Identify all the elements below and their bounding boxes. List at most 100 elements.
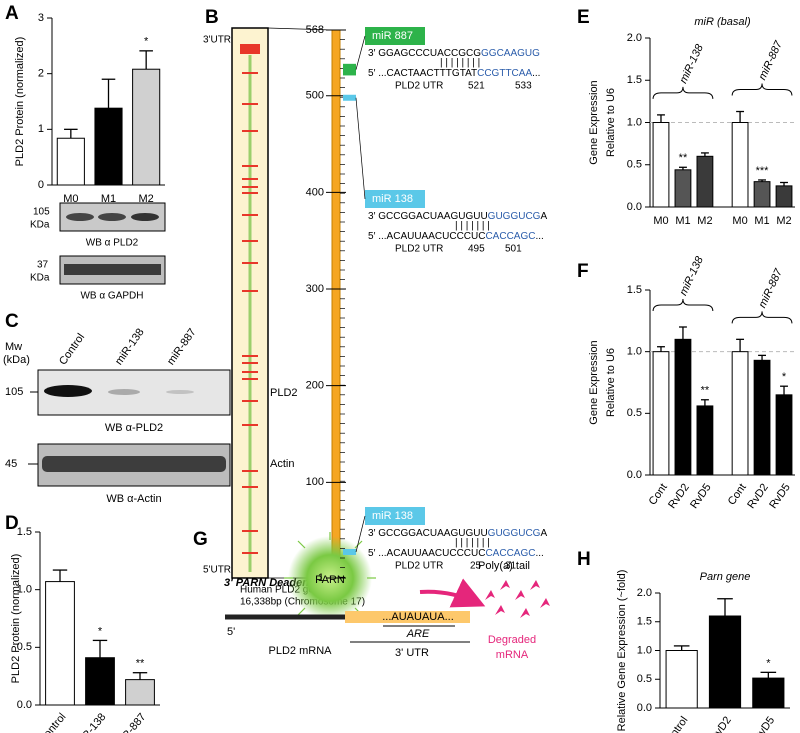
bar bbox=[674, 338, 692, 476]
band bbox=[64, 264, 161, 275]
band bbox=[131, 213, 159, 221]
axis-tick-label: 400 bbox=[306, 186, 324, 198]
y-tick-label: 0.0 bbox=[17, 699, 32, 711]
y-axis-label: Gene Expression bbox=[588, 340, 600, 424]
group-label: miR-887 bbox=[757, 38, 786, 82]
x-tick-label: miR-887 bbox=[113, 711, 149, 733]
band bbox=[66, 213, 94, 221]
degraded-fragments bbox=[485, 580, 550, 618]
bar bbox=[753, 359, 771, 476]
y-axis-label: Relative to U6 bbox=[605, 348, 617, 417]
utr-end: 31 bbox=[505, 561, 517, 572]
y-tick-label: 1 bbox=[38, 123, 44, 135]
band bbox=[44, 385, 92, 397]
bar bbox=[132, 68, 161, 186]
utr-start: 25 bbox=[470, 561, 482, 572]
arrow bbox=[419, 578, 486, 608]
mw-label: (kDa) bbox=[3, 354, 30, 366]
axis-tick-label: 100 bbox=[306, 476, 324, 488]
y-axis-label: Relative Gene Expression (~fold) bbox=[616, 570, 628, 732]
element: ARE bbox=[406, 628, 430, 640]
chart-title: Parn gene bbox=[700, 571, 751, 583]
utr-label: PLD2 UTR bbox=[395, 81, 443, 92]
group-label: miR-138 bbox=[677, 254, 706, 298]
y-tick-label: 0.0 bbox=[627, 201, 642, 213]
chart-title: miR (basal) bbox=[694, 16, 751, 28]
x-tick-label: Control bbox=[37, 711, 69, 733]
y-tick-label: 1.5 bbox=[627, 74, 642, 86]
x-tick-label: RvD2 bbox=[666, 482, 692, 511]
bar bbox=[696, 155, 714, 208]
blot-size: 37 bbox=[37, 260, 49, 271]
site: miR 138 3′ GCCGGACUAAGUGUUGUGGUCGA | | |… bbox=[365, 507, 547, 572]
panel-label: F bbox=[577, 261, 589, 282]
panel-label: D bbox=[5, 513, 19, 534]
blot-target: Actin bbox=[270, 458, 294, 470]
blot-unit: KDa bbox=[30, 273, 50, 284]
x-tick-label: RvD2 bbox=[708, 715, 734, 733]
group-brace bbox=[652, 298, 714, 312]
band bbox=[108, 389, 140, 395]
blots-a: 105 KDa WB α PLD2 37 KDa WB α GAPDH bbox=[30, 202, 166, 302]
lane-label: miR-887 bbox=[165, 326, 199, 367]
y-axis-label: Relative to U6 bbox=[605, 88, 617, 157]
zoom-line bbox=[267, 27, 333, 31]
utr-end: 533 bbox=[515, 81, 532, 92]
y-tick-label: 0.0 bbox=[627, 469, 642, 481]
lane-label: Control bbox=[57, 331, 87, 367]
site-box bbox=[365, 190, 425, 208]
site-marker bbox=[343, 63, 356, 76]
x-tick-label: M1 bbox=[101, 193, 116, 205]
mw-label: Mw bbox=[5, 341, 22, 353]
bar bbox=[56, 137, 85, 186]
degraded-label: Degraded bbox=[488, 634, 536, 646]
blot-size: 45 bbox=[5, 458, 17, 470]
panel-label: H bbox=[577, 549, 591, 570]
y-tick-label: 1.0 bbox=[627, 116, 642, 128]
degraded-label: mRNA bbox=[496, 649, 529, 661]
pairing: | | | | | | | | bbox=[440, 58, 480, 69]
utr-bar bbox=[331, 29, 341, 579]
enzyme: PARN bbox=[315, 574, 345, 586]
x-tick-label: RvD5 bbox=[767, 482, 793, 511]
y-tick-label: 0.0 bbox=[637, 702, 652, 714]
blot-unit: KDa bbox=[30, 220, 50, 231]
y-tick-label: 0.5 bbox=[627, 407, 642, 419]
blot-size: 105 bbox=[33, 207, 50, 218]
utr-seq: 5′ ...CACTAACTTTGTATCCGTTCAA... bbox=[368, 68, 540, 79]
x-tick-label: RvD2 bbox=[745, 482, 771, 511]
site: miR 138 3′ GCCGGACUAAGUGUUGUGGUCGA | | |… bbox=[365, 190, 547, 255]
site-name: miR 138 bbox=[372, 193, 413, 205]
significance: ** bbox=[679, 152, 688, 164]
y-axis-label: Gene Expression bbox=[588, 80, 600, 164]
parn-spikes bbox=[284, 532, 376, 616]
utr-label: 3' UTR bbox=[395, 647, 429, 659]
x-tick-label: M0 bbox=[732, 215, 747, 227]
panel-label: G bbox=[193, 529, 208, 550]
group-brace bbox=[731, 311, 793, 324]
pairing: | | | | | | | bbox=[455, 221, 490, 232]
blot-label: WB α-Actin bbox=[106, 493, 161, 505]
significance: * bbox=[782, 371, 787, 383]
blot-label: WB α-PLD2 bbox=[105, 422, 163, 434]
site-name: miR 138 bbox=[372, 510, 413, 522]
x-tick-label: M2 bbox=[776, 215, 791, 227]
y-tick-label: 0 bbox=[38, 179, 44, 191]
axis-tick-label: 300 bbox=[306, 283, 324, 295]
y-tick-label: 0.5 bbox=[637, 673, 652, 685]
x-tick-label: M1 bbox=[675, 215, 690, 227]
y-tick-label: 1.5 bbox=[17, 526, 32, 538]
x-tick-label: M1 bbox=[754, 215, 769, 227]
blot-label: WB α GAPDH bbox=[80, 291, 143, 302]
group-brace bbox=[652, 86, 714, 99]
bar bbox=[652, 351, 670, 476]
significance: * bbox=[766, 657, 771, 669]
bar bbox=[652, 122, 670, 208]
y-tick-label: 2.0 bbox=[627, 32, 642, 44]
pairing: | | | | | | | bbox=[455, 538, 490, 549]
band bbox=[98, 213, 126, 221]
x-tick-label: Control bbox=[660, 715, 690, 733]
significance: ** bbox=[701, 385, 710, 397]
utr-start: 521 bbox=[468, 81, 485, 92]
y-tick-label: 3 bbox=[38, 12, 44, 24]
